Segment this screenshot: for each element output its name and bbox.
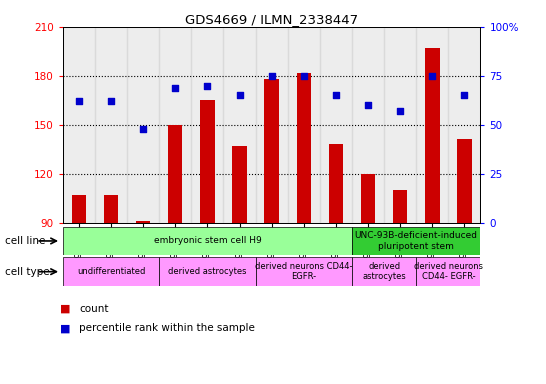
Point (364, 102, 372, 108)
Title: GDS4669 / ILMN_2338447: GDS4669 / ILMN_2338447 (185, 13, 358, 26)
Bar (232, 146, 247, 223)
Bar (191, 27, 223, 223)
Bar (72, 195, 86, 223)
Bar (264, 79, 279, 223)
Bar (104, 195, 118, 223)
Bar (296, 73, 311, 223)
Bar (63, 227, 352, 255)
Bar (63, 257, 159, 286)
Bar (393, 190, 407, 223)
Bar (361, 174, 375, 223)
Point (331, 92, 340, 98)
Bar (256, 27, 288, 223)
Bar (448, 27, 480, 223)
Point (428, 73, 437, 79)
Point (203, 83, 212, 89)
Text: derived neurons
CD44- EGFR-: derived neurons CD44- EGFR- (414, 262, 483, 281)
Text: embryonic stem cell H9: embryonic stem cell H9 (153, 237, 261, 245)
Text: count: count (79, 304, 109, 314)
Bar (159, 257, 256, 286)
Text: derived neurons CD44-
EGFR-: derived neurons CD44- EGFR- (255, 262, 353, 281)
Bar (63, 27, 95, 223)
Bar (256, 257, 352, 286)
Text: derived
astrocytes: derived astrocytes (362, 262, 406, 281)
Bar (200, 100, 215, 223)
Point (171, 84, 180, 91)
Bar (168, 125, 182, 223)
Bar (352, 227, 480, 255)
Bar (384, 27, 416, 223)
Point (74, 98, 83, 104)
Point (460, 92, 469, 98)
Bar (329, 144, 343, 223)
Text: UNC-93B-deficient-induced
pluripotent stem: UNC-93B-deficient-induced pluripotent st… (355, 231, 478, 251)
Bar (416, 27, 448, 223)
Text: ■: ■ (60, 323, 70, 333)
Text: cell type: cell type (5, 266, 50, 277)
Point (299, 73, 308, 79)
Bar (425, 48, 440, 223)
Text: derived astrocytes: derived astrocytes (168, 267, 247, 276)
Bar (136, 221, 150, 223)
Point (396, 108, 405, 114)
Point (235, 92, 244, 98)
Text: percentile rank within the sample: percentile rank within the sample (79, 323, 255, 333)
Bar (288, 27, 320, 223)
Bar (457, 139, 472, 223)
Bar (320, 27, 352, 223)
Bar (95, 27, 127, 223)
Bar (159, 27, 191, 223)
Point (106, 98, 115, 104)
Point (139, 126, 147, 132)
Text: ■: ■ (60, 304, 70, 314)
Bar (127, 27, 159, 223)
Bar (352, 257, 416, 286)
Bar (416, 257, 480, 286)
Bar (352, 27, 384, 223)
Text: undifferentiated: undifferentiated (77, 267, 145, 276)
Bar (223, 27, 256, 223)
Point (268, 73, 276, 79)
Text: cell line: cell line (5, 236, 46, 246)
